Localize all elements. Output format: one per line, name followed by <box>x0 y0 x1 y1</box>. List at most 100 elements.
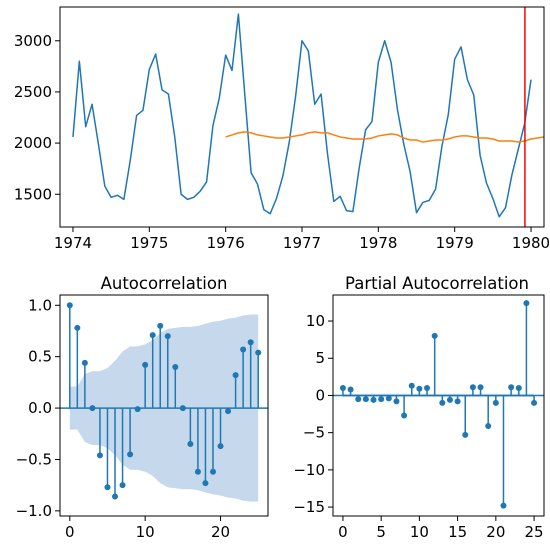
time-series-y-tick-label: 3000 <box>14 32 52 50</box>
pacf-y-tick-label: −5 <box>303 424 325 442</box>
acf-point <box>66 302 73 309</box>
acf-point <box>134 406 141 413</box>
pacf-y-tick-label: 5 <box>315 349 325 367</box>
acf-point <box>157 322 164 329</box>
pacf-point <box>515 385 522 392</box>
acf-point <box>225 408 232 415</box>
pacf-point <box>431 332 438 339</box>
pacf-point <box>508 384 515 391</box>
time-series-plot-area <box>72 7 544 227</box>
acf-frame <box>59 294 269 517</box>
acf-point <box>104 484 111 491</box>
acf-y-axis: −1.0 −0.5 0.0 0.5 1.0 <box>16 296 60 520</box>
acf-point <box>89 405 96 412</box>
acf-point <box>172 363 179 370</box>
acf-point <box>240 346 247 353</box>
acf-y-tick-label: −1.0 <box>16 502 52 520</box>
pacf-x-tick-label: 0 <box>338 523 348 541</box>
acf-point <box>112 493 119 500</box>
pacf-point <box>355 396 362 403</box>
pacf-point <box>469 384 476 391</box>
time-series-x-axis: 1974 1975 1976 1977 1978 1979 1980 <box>54 227 550 252</box>
acf-point <box>179 405 186 412</box>
time-series-x-tick-label: 1974 <box>54 234 92 252</box>
pacf-x-tick-label: 25 <box>525 523 544 541</box>
time-series-x-tick-label: 1979 <box>436 234 474 252</box>
acf-plot-area <box>60 302 268 502</box>
acf-point <box>142 361 149 368</box>
acf-point <box>202 480 209 487</box>
pacf-point <box>424 385 431 392</box>
pacf-point <box>401 412 408 419</box>
acf-point <box>96 452 103 459</box>
acf-point <box>149 332 156 339</box>
pacf-frame <box>332 294 545 517</box>
time-series-y-axis: 1500 2000 2500 3000 <box>14 32 60 203</box>
time-series-x-tick-label: 1976 <box>207 234 245 252</box>
pacf-point <box>485 422 492 429</box>
pacf-x-tick-label: 20 <box>486 523 505 541</box>
time-series-frame <box>59 6 545 228</box>
pacf-y-axis: −15 −10 −5 0 5 10 <box>293 312 333 516</box>
pacf-point <box>462 431 469 438</box>
acf-point <box>217 443 224 450</box>
acf-point <box>187 441 194 448</box>
pacf-panel: Partial Autocorrelation 0 5 10 15 20 25 −15−1… <box>293 274 545 541</box>
acf-x-tick-label: 20 <box>211 523 230 541</box>
pacf-x-tick-label: 10 <box>410 523 429 541</box>
acf-y-tick-label: −0.5 <box>16 450 52 468</box>
pacf-point <box>378 396 385 403</box>
acf-y-tick-label: 0.0 <box>28 399 52 417</box>
time-series-y-tick-label: 2500 <box>14 83 52 101</box>
acf-title: Autocorrelation <box>101 274 228 293</box>
pacf-point <box>439 399 446 406</box>
pacf-x-tick-label: 15 <box>448 523 467 541</box>
pacf-point <box>393 398 400 405</box>
acf-point <box>81 359 88 366</box>
pacf-point <box>370 396 377 403</box>
acf-point <box>119 482 126 489</box>
acf-x-axis: 0 10 20 <box>65 516 230 541</box>
acf-x-tick-label: 0 <box>65 523 75 541</box>
pacf-y-tick-label: 10 <box>306 312 325 330</box>
acf-y-tick-label: 1.0 <box>28 296 52 314</box>
pacf-point <box>492 399 499 406</box>
pacf-plot-area <box>333 300 544 509</box>
pacf-y-tick-label: −15 <box>293 498 325 516</box>
acf-point <box>255 349 262 356</box>
time-series-x-tick-label: 1975 <box>130 234 168 252</box>
pacf-point <box>362 396 369 403</box>
pacf-point <box>477 384 484 391</box>
pacf-y-tick-label: 0 <box>315 386 325 404</box>
pacf-y-tick-label: −10 <box>293 461 325 479</box>
pacf-point <box>339 385 346 392</box>
time-series-y-tick-label: 1500 <box>14 185 52 203</box>
acf-point <box>127 451 134 458</box>
pacf-point <box>416 385 423 392</box>
pacf-point <box>523 300 530 307</box>
pacf-point <box>454 398 461 405</box>
acf-y-tick-label: 0.5 <box>28 348 52 366</box>
acf-point <box>74 324 81 331</box>
acf-point <box>164 333 171 340</box>
time-series-line-1 <box>225 131 544 143</box>
acf-point <box>247 339 254 346</box>
pacf-point <box>347 386 354 393</box>
acf-point <box>209 468 216 475</box>
pacf-point <box>446 396 453 403</box>
pacf-point <box>531 399 538 406</box>
pacf-title: Partial Autocorrelation <box>345 274 529 293</box>
acf-point <box>232 372 239 379</box>
time-series-x-tick-label: 1978 <box>359 234 397 252</box>
time-series-x-tick-label: 1977 <box>283 234 321 252</box>
pacf-x-axis: 0 5 10 15 20 25 <box>338 516 544 541</box>
pacf-point <box>408 382 415 389</box>
pacf-point <box>500 502 507 509</box>
time-series-panel: 1974 1975 1976 1977 1978 1979 1980 1500 2000 250… <box>14 6 550 252</box>
acf-point <box>194 468 201 475</box>
time-series-x-tick-label: 1980 <box>512 234 550 252</box>
pacf-point <box>385 395 392 402</box>
time-series-y-tick-label: 2000 <box>14 134 52 152</box>
time-series-line-0 <box>72 13 532 218</box>
